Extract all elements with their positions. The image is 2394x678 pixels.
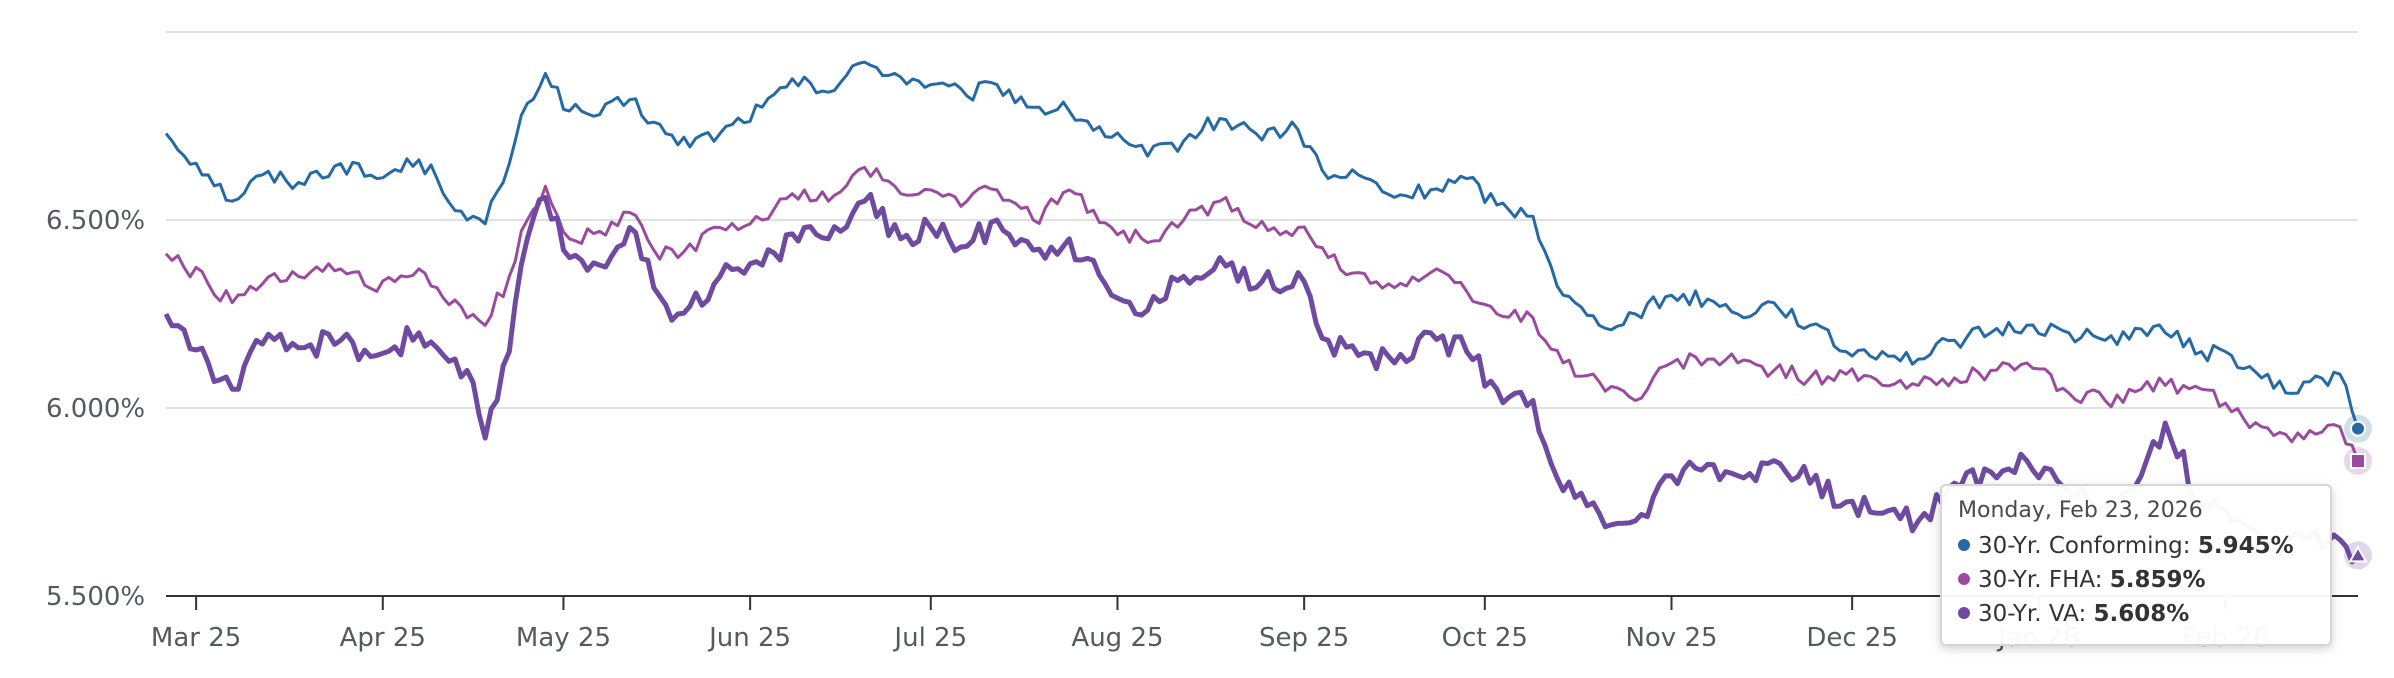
tooltip-row-conforming: 30-Yr. Conforming: 5.945% [1958, 529, 2314, 563]
y-tick-label: 5.500% [46, 582, 145, 612]
y-tick-label: 6.500% [46, 206, 145, 236]
tooltip-value-fha: 5.859% [2109, 567, 2206, 593]
x-tick-label: May 25 [516, 623, 611, 653]
series-line-0 [164, 60, 2360, 430]
x-tick-label: Jul 25 [892, 623, 967, 653]
x-tick-label: Jun 25 [707, 623, 791, 653]
hover-marker-triangle [2348, 545, 2368, 563]
hover-markers [2344, 414, 2372, 570]
tooltip-row-va: 30-Yr. VA: 5.608% [1958, 597, 2314, 631]
x-tick-label: Mar 25 [151, 623, 241, 653]
tooltip-row-fha: 30-Yr. FHA: 5.859% [1958, 563, 2314, 597]
x-tick-label: Nov 25 [1625, 623, 1717, 653]
hover-marker-circle [2350, 420, 2366, 437]
x-tick-label: Sep 25 [1259, 623, 1349, 653]
tooltip-value-conforming: 5.945% [2197, 533, 2294, 559]
series-line-2 [163, 191, 2360, 565]
y-tick-label: 6.000% [46, 394, 145, 424]
tooltip-value-va: 5.608% [2093, 601, 2190, 627]
tooltip-label-conforming: 30-Yr. Conforming: [1978, 533, 2191, 559]
tooltip-label-va: 30-Yr. VA: [1978, 601, 2087, 627]
x-tick-label: Aug 25 [1071, 623, 1163, 653]
tooltip-swatch-va [1958, 606, 1970, 619]
x-tick-label: Oct 25 [1442, 623, 1528, 653]
x-tick-label: Dec 25 [1806, 623, 1898, 653]
chart-tooltip: Monday, Feb 23, 2026 30-Yr. Conforming: … [1940, 484, 2332, 646]
hover-marker-square [2350, 453, 2366, 470]
x-tick-label: Apr 25 [340, 623, 426, 653]
series-lines [163, 60, 2360, 565]
y-axis-ticks: 5.500% 6.000% 6.500% [46, 206, 145, 612]
series-line-1 [164, 165, 2360, 462]
tooltip-swatch-conforming [1958, 538, 1970, 551]
tooltip-swatch-fha [1958, 572, 1970, 585]
tooltip-label-fha: 30-Yr. FHA: [1978, 567, 2103, 593]
tooltip-date: Monday, Feb 23, 2026 [1958, 498, 2203, 523]
